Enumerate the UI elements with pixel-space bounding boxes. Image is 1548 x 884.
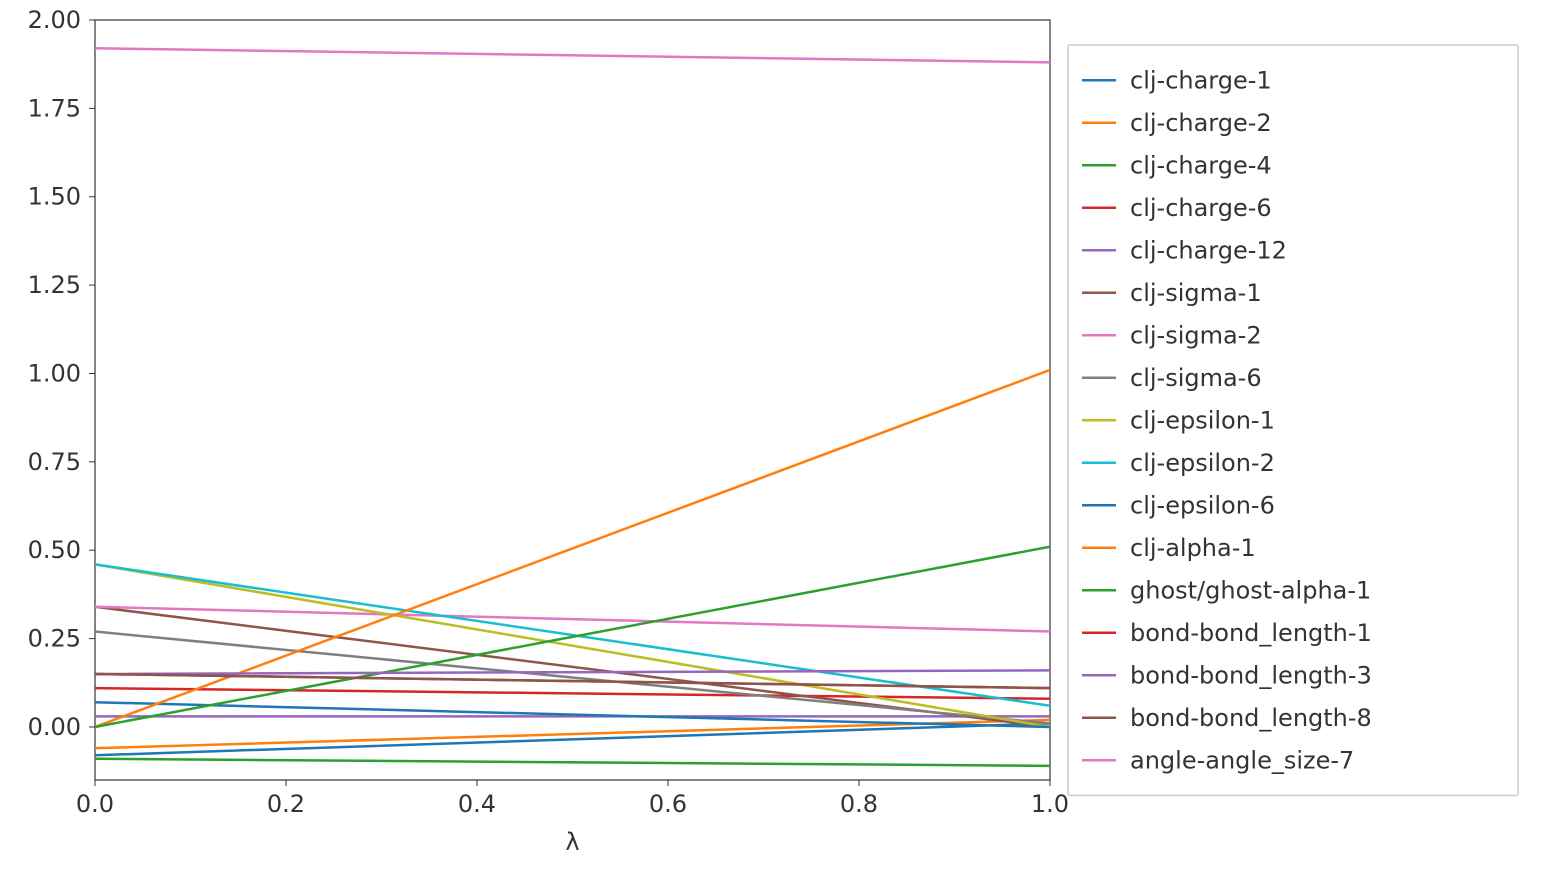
x-tick-label: 1.0 — [1031, 790, 1069, 818]
chart-root: 0.0 0.2 0.4 0.6 0.8 1.0 λ 0.00 0.25 0.50 0.75 1.00 1… — [0, 0, 1548, 884]
legend-label: clj-charge-4 — [1130, 151, 1272, 179]
legend-label: clj-epsilon-2 — [1130, 449, 1275, 477]
line-chart: 0.0 0.2 0.4 0.6 0.8 1.0 λ 0.00 0.25 0.50 0.75 1.00 1… — [0, 0, 1548, 884]
legend: clj-charge-1 clj-charge-2 clj-charge-4 clj-… — [1068, 45, 1518, 796]
legend-label: clj-sigma-6 — [1130, 364, 1262, 392]
y-tick-label: 2.00 — [28, 6, 81, 34]
legend-label: clj-alpha-1 — [1130, 534, 1256, 562]
legend-label: bond-bond_length-1 — [1130, 619, 1372, 647]
x-tick-label: 0.6 — [649, 790, 687, 818]
legend-label: clj-sigma-1 — [1130, 279, 1262, 307]
y-tick-label: 0.75 — [28, 448, 81, 476]
legend-label: clj-charge-2 — [1130, 109, 1272, 137]
x-tick-label: 0.2 — [267, 790, 305, 818]
y-tick-label: 0.25 — [28, 625, 81, 653]
legend-label: bond-bond_length-8 — [1130, 704, 1372, 732]
y-tick-label: 1.75 — [28, 94, 81, 122]
legend-label: clj-charge-1 — [1130, 66, 1272, 94]
x-tick-label: 0.0 — [76, 790, 114, 818]
legend-label: clj-charge-12 — [1130, 236, 1287, 264]
x-tick-label: 0.4 — [458, 790, 496, 818]
y-tick-label: 1.50 — [28, 183, 81, 211]
legend-label: angle-angle_size-7 — [1130, 746, 1354, 774]
y-tick-label: 1.25 — [28, 271, 81, 299]
legend-label: clj-charge-6 — [1130, 194, 1272, 222]
x-tick-label: 0.8 — [840, 790, 878, 818]
legend-label: clj-sigma-2 — [1130, 321, 1262, 349]
legend-label: bond-bond_length-3 — [1130, 661, 1372, 689]
legend-label: clj-epsilon-1 — [1130, 406, 1275, 434]
legend-label: ghost/ghost-alpha-1 — [1130, 576, 1371, 604]
y-tick-label: 0.00 — [28, 713, 81, 741]
x-axis-label: λ — [565, 828, 579, 856]
legend-label: clj-epsilon-6 — [1130, 491, 1275, 519]
y-tick-label: 1.00 — [28, 359, 81, 387]
y-tick-label: 0.50 — [28, 536, 81, 564]
